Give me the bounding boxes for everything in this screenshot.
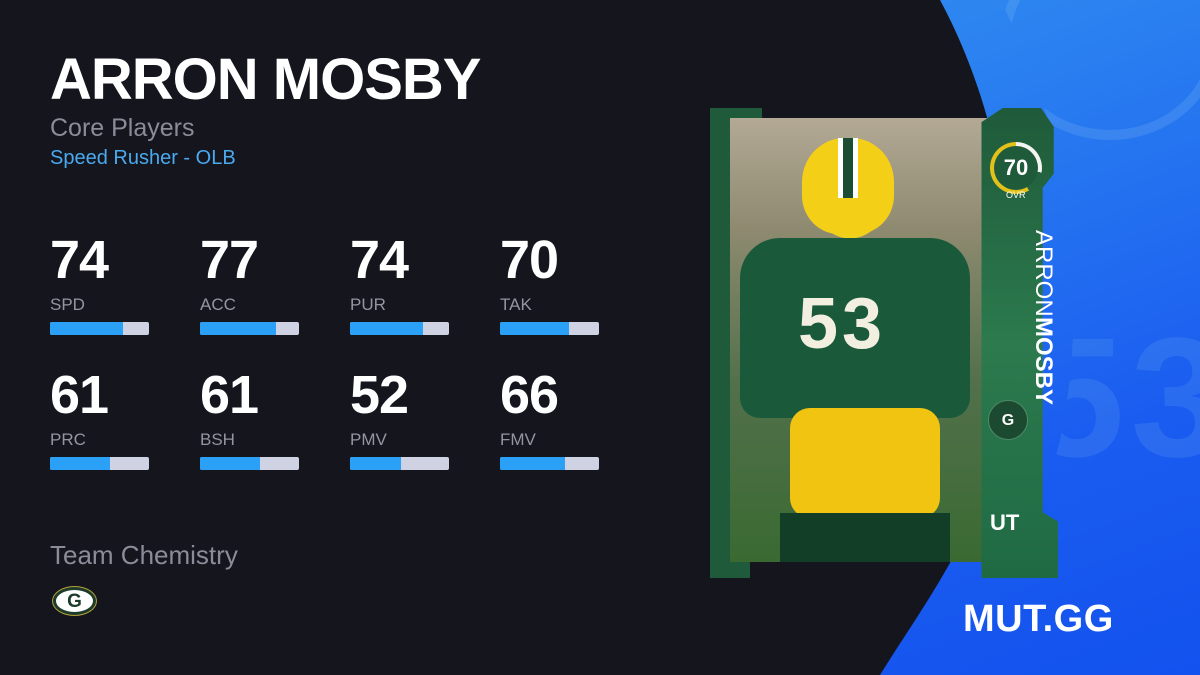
ut-badge: UT bbox=[990, 510, 1020, 535]
stat-value: 61 bbox=[50, 365, 109, 425]
stat-bar bbox=[50, 322, 149, 335]
stat-bar-fill bbox=[350, 322, 424, 335]
stat-label: TAK bbox=[500, 295, 532, 314]
stat-value: 77 bbox=[200, 230, 259, 290]
stat-bar bbox=[350, 457, 449, 470]
stat-value: 70 bbox=[500, 230, 559, 290]
program-label: Core Players bbox=[50, 114, 195, 142]
archetype-label: Speed Rusher - OLB bbox=[50, 147, 236, 169]
stat-bar-fill bbox=[200, 322, 277, 335]
photo-pants-shape bbox=[790, 408, 940, 518]
stat-bar bbox=[350, 322, 449, 335]
stat-value: 74 bbox=[350, 230, 409, 290]
stat-prc: 61 PRC bbox=[50, 365, 150, 470]
stat-bsh: 61 BSH bbox=[200, 365, 300, 470]
packers-g-logo-icon[interactable]: G bbox=[53, 587, 96, 615]
stat-value: 52 bbox=[350, 365, 409, 425]
photo-socks-shape bbox=[780, 513, 950, 562]
stat-value: 66 bbox=[500, 365, 559, 425]
stat-label: FMV bbox=[500, 430, 536, 449]
ovr-label: OVR bbox=[1006, 190, 1026, 200]
card-first-name: ARRON bbox=[1030, 230, 1057, 317]
team-logo-letter: G bbox=[1001, 411, 1015, 429]
stat-bar bbox=[500, 457, 599, 470]
player-photo: 53 bbox=[730, 118, 990, 562]
stat-bar bbox=[200, 457, 299, 470]
brand-logo[interactable]: MUT.GG bbox=[963, 598, 1114, 640]
stat-label: BSH bbox=[200, 430, 235, 449]
ovr-inner: 70 bbox=[994, 146, 1038, 190]
stat-bar-fill bbox=[500, 457, 566, 470]
photo-jersey-shape bbox=[740, 238, 970, 418]
stat-bar-fill bbox=[500, 322, 570, 335]
stat-bar-fill bbox=[50, 457, 111, 470]
stat-spd: 74 SPD bbox=[50, 230, 150, 335]
team-logo-icon: G bbox=[988, 400, 1028, 440]
stat-pur: 74 PUR bbox=[350, 230, 450, 335]
stat-label: PUR bbox=[350, 295, 386, 314]
ovr-value: 70 bbox=[1003, 155, 1029, 180]
photo-jersey-number: 53 bbox=[798, 284, 887, 364]
stat-bar bbox=[500, 322, 599, 335]
team-chemistry-title: Team Chemistry bbox=[50, 540, 238, 570]
stat-label: PMV bbox=[350, 430, 387, 449]
stat-pmv: 52 PMV bbox=[350, 365, 450, 470]
stat-value: 61 bbox=[200, 365, 259, 425]
stat-bar bbox=[50, 457, 149, 470]
stat-label: PRC bbox=[50, 430, 86, 449]
card-player-name: ARRON MOSBY bbox=[1030, 230, 1057, 405]
stat-label: ACC bbox=[200, 295, 236, 314]
stat-bar-fill bbox=[350, 457, 402, 470]
stat-bar bbox=[200, 322, 299, 335]
card-last-name: MOSBY bbox=[1030, 316, 1057, 405]
ovr-ring-icon: 70 bbox=[990, 142, 1042, 194]
player-card[interactable]: 53 70 OVR ARRON MOSBY G UT bbox=[710, 100, 1062, 578]
player-name-title: ARRON MOSBY bbox=[50, 47, 481, 112]
photo-helmet-stripe bbox=[838, 138, 858, 198]
stat-fmv: 66 FMV bbox=[500, 365, 600, 470]
stat-bar-fill bbox=[50, 322, 124, 335]
stat-label: SPD bbox=[50, 295, 85, 314]
stat-bar-fill bbox=[200, 457, 261, 470]
stat-tak: 70 TAK bbox=[500, 230, 600, 335]
stat-acc: 77 ACC bbox=[200, 230, 300, 335]
logo-letter: G bbox=[67, 590, 82, 612]
stat-value: 74 bbox=[50, 230, 109, 290]
